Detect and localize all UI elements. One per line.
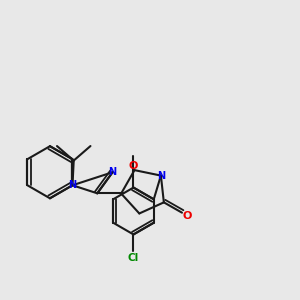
Text: N: N: [157, 171, 165, 181]
Text: N: N: [109, 167, 117, 177]
Text: Cl: Cl: [128, 254, 139, 263]
Text: O: O: [183, 211, 192, 221]
Text: N: N: [68, 180, 76, 190]
Text: O: O: [129, 160, 138, 171]
